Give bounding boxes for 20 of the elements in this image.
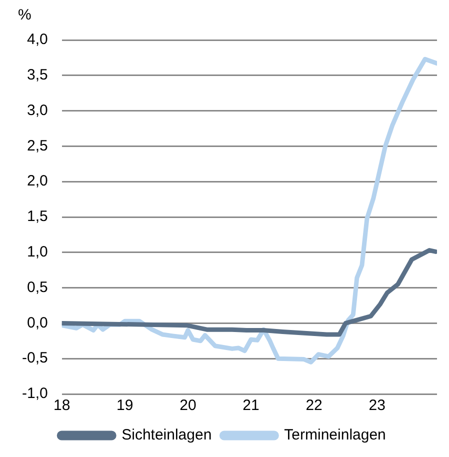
y-tick-label: 4,0 [26,31,48,48]
y-tick-label: 0,0 [26,314,48,332]
x-tick-label: 22 [306,397,322,414]
x-tick-label: 18 [54,397,70,414]
y-tick-label: 2,0 [26,172,48,190]
y-tick-label: 1,5 [26,208,48,226]
y-tick-label: 0,5 [26,278,48,296]
x-tick-label: 20 [180,397,196,414]
x-tick-label: 23 [368,397,386,414]
legend-label: Sichteinlagen [122,426,212,444]
y-tick-label: 3,0 [26,102,48,119]
y-axis-title: % [18,6,32,24]
y-tick-label: 3,5 [26,66,48,84]
x-tick-label: 21 [242,397,260,414]
y-tick-label: -1,0 [22,385,48,402]
x-tick-label: 19 [116,397,134,414]
legend-label: Termineinlagen [284,426,386,444]
y-tick-label: 2,5 [26,137,48,154]
y-tick-label: 1,0 [26,244,48,261]
y-tick-label: -0,5 [22,350,48,367]
